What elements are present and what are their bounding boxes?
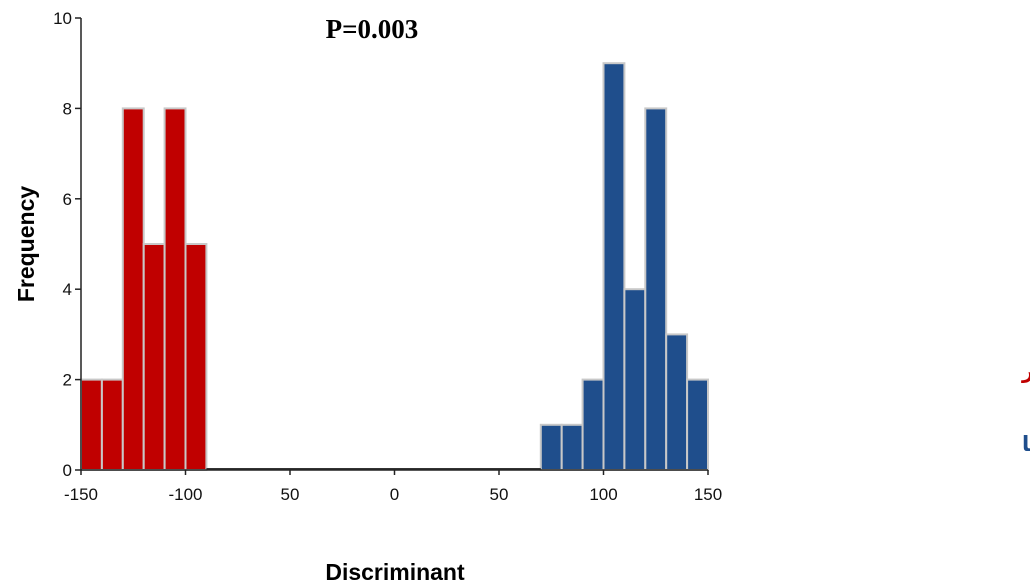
histogram-bar-s1-2 <box>581 378 605 472</box>
y-tick-label-3: 6 <box>63 190 72 209</box>
x-tick-label-6: 150 <box>694 485 722 504</box>
histogram-bar-s1-3 <box>602 62 626 471</box>
histogram-bar-s1-7 <box>686 378 709 472</box>
x-tick-label-0: -150 <box>64 485 98 504</box>
histogram-bar-s0-2 <box>121 107 145 472</box>
y-tick-label-1: 2 <box>63 371 72 390</box>
histogram-bar-s1-0 <box>539 423 563 471</box>
histogram-bar-s1-5 <box>644 107 668 472</box>
x-tick-label-4: 50 <box>490 485 509 504</box>
histogram-bar-s0-1 <box>100 378 124 472</box>
histogram-bar-s0-3 <box>142 243 166 471</box>
histogram-bar-s0-4 <box>163 107 187 472</box>
y-ticks: 0 2 4 6 8 10 <box>53 9 81 480</box>
y-tick-label-2: 4 <box>63 280 72 299</box>
y-tick-label-5: 10 <box>53 9 72 28</box>
p-value-annotation: P=0.003 <box>326 14 419 44</box>
x-tick-label-3: 0 <box>390 485 399 504</box>
y-tick-label-4: 8 <box>63 99 72 118</box>
histogram-bar-s1-6 <box>665 333 689 471</box>
y-tick-label-0: 0 <box>63 461 72 480</box>
legend-label-artemia: تغذیه شده با ناپلی آرتمیا <box>1022 431 1030 456</box>
bars-layer <box>80 62 709 472</box>
x-tick-label-5: 100 <box>589 485 617 504</box>
legend-label-biomar: تغذیه شده با غذای بیومار <box>1021 359 1030 383</box>
x-tick-label-1: -100 <box>168 485 202 504</box>
x-axis-title: Discriminant <box>325 559 465 584</box>
histogram-bar-s1-1 <box>560 423 584 471</box>
histogram-bar-s1-4 <box>623 288 647 472</box>
x-ticks: -150 -100 50 0 50 100 150 <box>64 470 722 504</box>
y-axis-title: Frequency <box>13 186 39 303</box>
histogram-bar-s0-5 <box>184 243 208 471</box>
x-tick-label-2: 50 <box>281 485 300 504</box>
histogram-bar-s0-0 <box>80 378 103 472</box>
